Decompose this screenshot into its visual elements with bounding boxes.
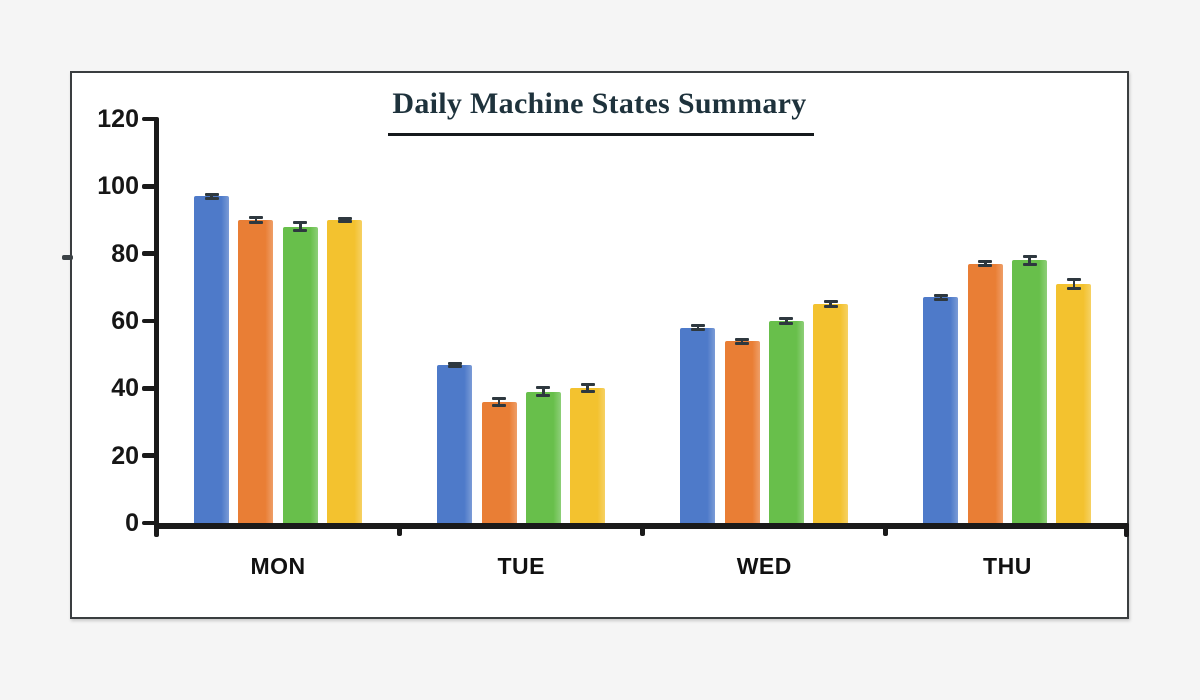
- y-tick-label: 100: [97, 172, 139, 201]
- error-bar-wed-blue-cap-top: [690, 324, 705, 328]
- error-bar-wed-orange-cap-bottom: [735, 341, 750, 345]
- error-bar-tue-green-cap-top: [536, 385, 551, 389]
- x-tick: [640, 523, 646, 536]
- error-bar-tue-orange-cap-top: [492, 396, 507, 400]
- error-bar-tue-green-line: [542, 386, 545, 397]
- error-bar-mon-green-cap-bottom: [293, 229, 308, 233]
- error-bar-wed-yellow-cap-top: [823, 300, 838, 304]
- error-bar-mon-orange-cap-top: [248, 215, 263, 219]
- bar-mon-green: [282, 226, 318, 523]
- y-tick-label: 60: [111, 307, 139, 335]
- error-bar-tue-green-cap-bottom: [536, 394, 551, 398]
- y-tick: [141, 386, 157, 391]
- bar-tue-blue: [437, 364, 473, 523]
- error-bar-mon-blue-cap-bottom: [204, 197, 219, 201]
- bar-thu-orange: [967, 263, 1003, 523]
- y-tick-label: 40: [111, 374, 139, 403]
- bar-tue-green: [525, 391, 561, 523]
- error-bar-mon-blue-line: [210, 193, 213, 200]
- y-tick: [141, 453, 157, 458]
- error-bar-thu-orange-cap-bottom: [978, 264, 993, 268]
- y-tick: [141, 520, 157, 526]
- error-bar-thu-orange-line: [983, 261, 987, 267]
- x-category-label-tue: TUE: [497, 553, 545, 579]
- left-border-tick-artifact: [62, 255, 73, 260]
- y-tick: [141, 184, 157, 189]
- chart-title: Daily Machine States Summary: [392, 87, 807, 120]
- error-bar-tue-orange-line: [497, 397, 501, 406]
- y-tick-label: 20: [111, 441, 139, 470]
- error-bar-tue-blue-cap-bottom: [447, 364, 462, 368]
- x-tick: [397, 523, 403, 536]
- bar-mon-blue: [194, 196, 230, 523]
- x-category-label-thu: THU: [983, 553, 1032, 579]
- error-bar-thu-blue-line: [939, 294, 943, 301]
- error-bar-wed-yellow-cap-bottom: [823, 304, 838, 308]
- error-bar-mon-yellow-cap-bottom: [337, 220, 352, 224]
- error-bar-mon-blue-cap-top: [204, 192, 219, 196]
- bar-thu-green: [1012, 260, 1048, 523]
- error-bar-mon-yellow-line: [343, 217, 346, 222]
- bar-tue-orange: [481, 401, 517, 523]
- error-bar-thu-blue-cap-top: [933, 293, 948, 297]
- plot-area: 0 20 40 60 80 100 120 MON TUE WED THU: [72, 73, 1129, 617]
- x-axis-end-tick: [1124, 523, 1129, 537]
- error-bar-wed-orange-line: [740, 338, 744, 344]
- error-bar-mon-orange-cap-bottom: [248, 221, 263, 225]
- bar-wed-yellow: [813, 304, 849, 523]
- bar-mon-yellow: [327, 220, 362, 523]
- error-bar-wed-blue-line: [696, 325, 700, 331]
- error-bar-mon-green-cap-top: [293, 221, 308, 225]
- error-bar-thu-green-cap-bottom: [1022, 262, 1037, 266]
- chart-panel: Daily Machine States Summary 0 20 40 60 80 10…: [70, 71, 1129, 619]
- error-bar-tue-yellow-line: [586, 384, 589, 393]
- x-category-label-mon: MON: [250, 553, 306, 579]
- error-bar-mon-orange-line: [254, 216, 258, 224]
- error-bar-tue-yellow-cap-top: [580, 383, 595, 387]
- bar-wed-blue: [680, 327, 716, 523]
- bar-wed-green: [768, 321, 804, 523]
- bar-thu-yellow: [1056, 283, 1092, 523]
- x-category-label-wed: WED: [736, 553, 792, 579]
- error-bar-thu-green-cap-top: [1022, 255, 1037, 259]
- bar-wed-orange: [724, 341, 760, 523]
- error-bar-wed-blue-cap-bottom: [690, 328, 705, 332]
- error-bar-thu-green-line: [1028, 256, 1031, 265]
- y-tick-label: 120: [97, 105, 139, 133]
- y-axis: [154, 117, 159, 537]
- title-underline: [388, 133, 814, 136]
- y-tick: [141, 318, 157, 324]
- error-bar-thu-blue-cap-bottom: [933, 298, 948, 302]
- y-tick: [141, 116, 157, 122]
- x-tick: [883, 523, 889, 536]
- error-bar-wed-green-cap-bottom: [779, 322, 794, 326]
- error-bar-thu-yellow-cap-bottom: [1066, 287, 1081, 291]
- bar-mon-orange: [238, 220, 274, 523]
- error-bar-tue-yellow-cap-bottom: [580, 390, 595, 394]
- error-bar-wed-orange-cap-top: [735, 337, 750, 341]
- error-bar-tue-orange-cap-bottom: [492, 403, 507, 407]
- bar-tue-yellow: [570, 388, 606, 523]
- error-bar-thu-orange-cap-top: [978, 260, 993, 264]
- error-bar-wed-green-line: [785, 317, 788, 325]
- bar-thu-blue: [923, 297, 959, 523]
- error-bar-wed-yellow-line: [829, 301, 833, 307]
- y-tick-label: 80: [111, 239, 139, 268]
- y-tick-label: 0: [125, 509, 139, 537]
- error-bar-tue-blue-line: [453, 362, 457, 367]
- error-bar-thu-yellow-cap-top: [1066, 277, 1081, 281]
- error-bar-tue-blue-cap-top: [447, 361, 462, 365]
- error-bar-thu-yellow-line: [1072, 278, 1076, 289]
- error-bar-wed-green-cap-top: [779, 316, 794, 320]
- error-bar-mon-yellow-cap-top: [337, 216, 352, 220]
- y-tick: [141, 251, 157, 256]
- error-bar-mon-green-line: [298, 222, 302, 232]
